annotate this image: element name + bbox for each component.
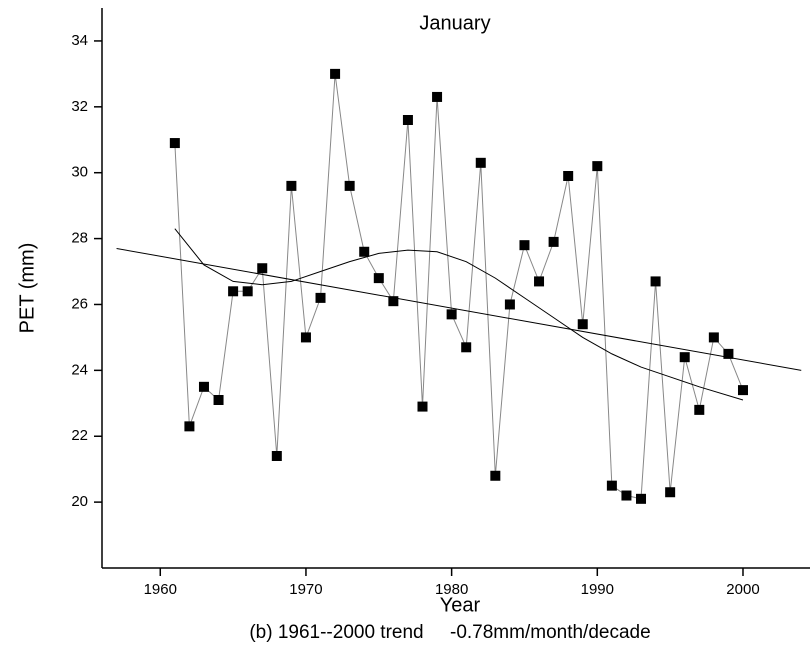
y-tick-label: 24 xyxy=(71,361,88,378)
data-point xyxy=(665,487,676,498)
data-point xyxy=(271,451,282,461)
data-point xyxy=(286,180,297,191)
series-line xyxy=(116,247,802,371)
data-point xyxy=(344,180,355,191)
data-point xyxy=(679,352,690,363)
data-point xyxy=(737,385,748,396)
y-tick-label: 30 xyxy=(71,164,88,181)
data-point xyxy=(402,115,413,125)
data-point xyxy=(621,490,632,501)
x-axis-label: Year xyxy=(440,594,481,616)
data-point xyxy=(330,68,341,79)
x-tick-label: 1980 xyxy=(435,581,468,598)
series-line xyxy=(174,228,744,401)
data-point xyxy=(592,161,603,172)
data-point xyxy=(373,273,384,284)
y-tick-label: 32 xyxy=(71,98,88,115)
data-point xyxy=(490,470,501,481)
data-point xyxy=(548,236,559,247)
caption: (b) 1961--2000 trend -0.78mm/month/decad… xyxy=(249,622,650,643)
data-point xyxy=(519,240,530,251)
x-tick-label: 1970 xyxy=(289,581,322,598)
data-point xyxy=(432,91,443,102)
data-point xyxy=(315,292,326,303)
data-point xyxy=(184,421,195,432)
data-point xyxy=(359,246,370,257)
data-point xyxy=(388,296,399,307)
y-tick-label: 28 xyxy=(71,230,88,247)
data-point xyxy=(694,404,705,415)
data-point xyxy=(169,138,180,149)
data-point xyxy=(708,332,719,343)
data-point xyxy=(213,395,224,405)
data-point xyxy=(650,276,661,287)
data-point xyxy=(475,157,486,168)
y-tick-label: 22 xyxy=(71,427,88,444)
y-tick-label: 26 xyxy=(71,295,88,312)
data-point xyxy=(300,332,311,343)
data-point xyxy=(257,263,268,274)
data-point xyxy=(636,493,647,504)
data-point xyxy=(242,286,253,297)
data-point xyxy=(446,309,457,320)
data-point xyxy=(606,480,617,491)
data-point xyxy=(563,171,574,181)
x-tick-label: 1960 xyxy=(144,581,177,598)
y-axis-label: PET (mm) xyxy=(16,243,38,334)
data-point xyxy=(198,381,209,392)
data-point xyxy=(723,348,734,359)
data-point xyxy=(461,342,472,353)
chart-title: January xyxy=(419,12,490,34)
series-line xyxy=(174,73,744,500)
x-tick-label: 2000 xyxy=(726,581,759,598)
y-tick-label: 34 xyxy=(71,32,88,49)
data-point xyxy=(417,401,428,412)
data-point xyxy=(228,286,239,297)
x-tick-label: 1990 xyxy=(581,581,614,598)
data-point xyxy=(504,299,515,310)
y-tick-label: 20 xyxy=(71,493,88,510)
data-point xyxy=(577,319,588,330)
data-point xyxy=(534,276,545,287)
